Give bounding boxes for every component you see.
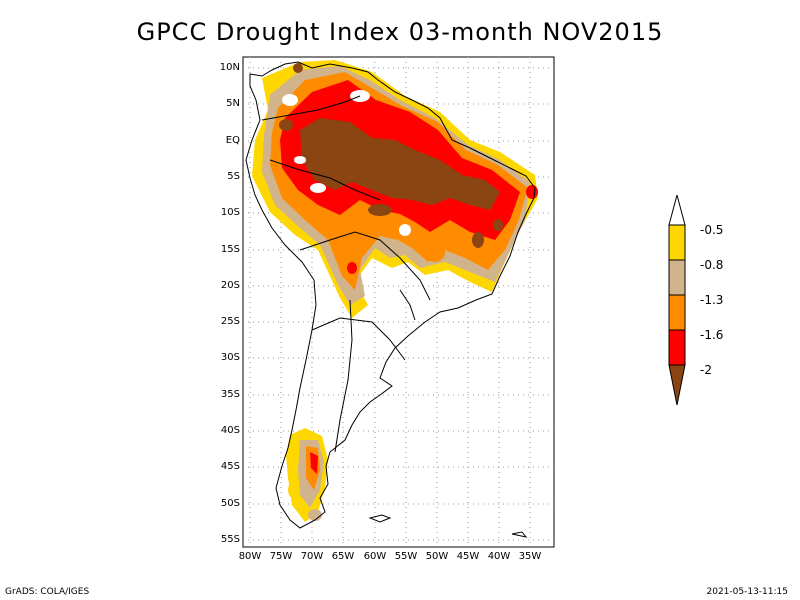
drought-shading — [252, 60, 538, 522]
colorbar — [668, 195, 686, 406]
colorbar-swatch-c2 — [668, 259, 686, 296]
footer-right: 2021-05-13-11:15 — [706, 587, 789, 597]
lon-label: 80W — [238, 551, 262, 562]
lon-label: 55W — [394, 551, 418, 562]
colorbar-label: -1.6 — [700, 328, 724, 342]
colorbar-swatch-c1 — [668, 224, 686, 261]
lat-label: 50S — [220, 498, 240, 509]
colorbar-label: -1.3 — [700, 293, 724, 307]
lat-label: 5S — [227, 171, 240, 182]
lat-label: EQ — [225, 135, 240, 146]
lat-label: 25S — [220, 316, 240, 327]
lon-label: 60W — [363, 551, 387, 562]
lat-label: 35S — [220, 389, 240, 400]
lat-label: 20S — [220, 280, 240, 291]
colorbar-label: -0.5 — [700, 223, 724, 237]
colorbar-swatch-c4 — [668, 329, 686, 366]
footer-left: GrADS: COLA/IGES — [5, 587, 90, 597]
lat-label: 55S — [220, 534, 240, 545]
map-title: GPCC Drought Index 03-month NOV2015 — [136, 18, 664, 46]
colorbar-label: -2 — [700, 363, 712, 377]
lon-label: 40W — [487, 551, 511, 562]
lon-label: 75W — [269, 551, 293, 562]
coastlines — [245, 61, 536, 538]
lat-label: 5N — [226, 98, 240, 109]
colorbar-swatch-c3 — [668, 294, 686, 331]
colorbar-top-arrow — [668, 195, 686, 226]
colorbar-bottom-arrow — [668, 364, 686, 406]
colorbar-label: -0.8 — [700, 258, 724, 272]
lon-label: 70W — [300, 551, 324, 562]
lon-label: 35W — [518, 551, 542, 562]
lat-label: 10N — [219, 62, 240, 73]
lat-label: 40S — [220, 425, 240, 436]
lon-label: 45W — [456, 551, 480, 562]
map-frame — [242, 56, 555, 548]
lat-label: 10S — [220, 207, 240, 218]
lat-label: 45S — [220, 461, 240, 472]
lon-label: 50W — [425, 551, 449, 562]
lat-label: 30S — [220, 352, 240, 363]
lat-label: 15S — [220, 244, 240, 255]
lon-label: 65W — [331, 551, 355, 562]
